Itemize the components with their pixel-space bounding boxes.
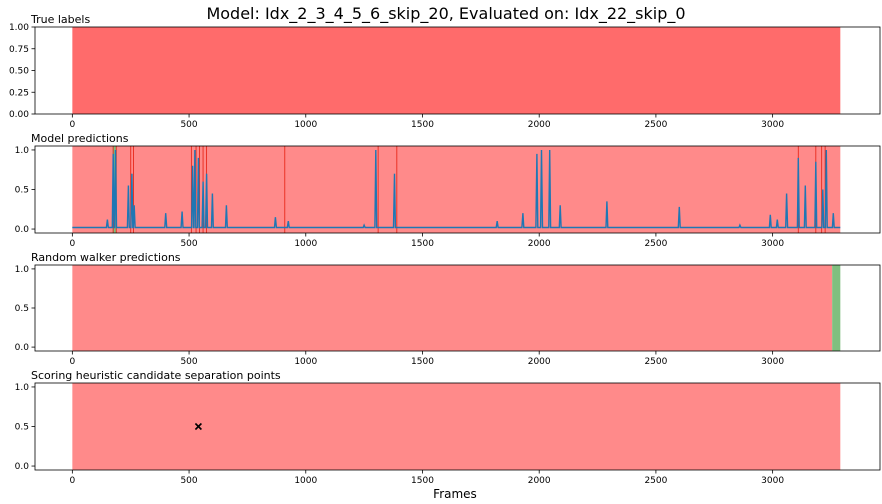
region-green — [832, 265, 841, 351]
x-tick-label: 1500 — [411, 120, 434, 130]
y-tick-label: 1.0 — [15, 383, 30, 393]
x-tick-label: 3000 — [761, 476, 784, 486]
y-tick-label: 0.00 — [9, 110, 29, 120]
x-tick-label: 1000 — [294, 357, 317, 367]
y-tick-label: 0.5 — [15, 186, 29, 196]
panel-4: Scoring heuristic candidate separation p… — [15, 369, 881, 486]
figure-title: Model: Idx_2_3_4_5_6_skip_20, Evaluated … — [206, 4, 685, 24]
x-tick-label: 1500 — [411, 476, 434, 486]
x-tick-label: 2000 — [528, 120, 551, 130]
y-tick-label: 0.5 — [15, 423, 29, 433]
y-tick-label: 1.00 — [9, 23, 29, 33]
x-tick-label: 2000 — [528, 239, 551, 249]
region-red — [72, 383, 841, 470]
panel-2: Model predictions 0 500 1000 1500 2000 2500 300… — [15, 132, 881, 249]
panel-1: True labels 0 500 1000 1500 2000 2500 3000 0.00 0… — [9, 13, 881, 130]
candidate-point — [194, 422, 202, 431]
x-tick-label: 2500 — [644, 239, 667, 249]
y-tick-label: 1.0 — [15, 265, 30, 275]
x-axis-label: Frames — [433, 487, 477, 501]
x-tick-label: 1000 — [294, 476, 317, 486]
region-red — [72, 146, 841, 233]
y-tick-label: 0.75 — [9, 45, 29, 55]
panel-title: Scoring heuristic candidate separation p… — [31, 369, 281, 382]
x-tick-label: 1500 — [411, 357, 434, 367]
x-tick-label: 1000 — [294, 120, 317, 130]
region-red — [72, 27, 841, 114]
point-stroke — [194, 422, 202, 431]
panel-title: True labels — [30, 13, 90, 26]
panel-3: Random walker predictions 0 500 1000 1500 200… — [15, 251, 881, 367]
y-tick-label: 0.0 — [15, 225, 30, 235]
y-tick-label: 0.50 — [9, 67, 29, 77]
y-tick-label: 0.25 — [9, 88, 29, 98]
x-tick-label: 3000 — [761, 239, 784, 249]
x-tick-label: 500 — [180, 120, 197, 130]
x-tick-label: 2000 — [528, 357, 551, 367]
y-tick-label: 0.0 — [15, 462, 30, 472]
x-tick-label: 1000 — [294, 239, 317, 249]
x-tick-label: 1500 — [411, 239, 434, 249]
region-red — [72, 265, 833, 351]
x-tick-label: 500 — [180, 476, 197, 486]
panel-title: Model predictions — [31, 132, 129, 145]
x-tick-label: 0 — [69, 239, 75, 249]
x-tick-label: 0 — [69, 357, 75, 367]
prediction-line — [72, 149, 841, 229]
y-tick-label: 0.0 — [15, 343, 30, 353]
x-tick-label: 0 — [69, 120, 75, 130]
x-tick-label: 2500 — [644, 476, 667, 486]
x-tick-label: 3000 — [761, 120, 784, 130]
x-tick-label: 2500 — [644, 357, 667, 367]
x-tick-label: 500 — [180, 239, 197, 249]
x-tick-label: 2000 — [528, 476, 551, 486]
x-tick-label: 500 — [180, 357, 197, 367]
y-tick-label: 1.0 — [15, 146, 30, 156]
x-tick-label: 0 — [69, 476, 75, 486]
y-tick-label: 0.5 — [15, 304, 29, 314]
x-tick-label: 2500 — [644, 120, 667, 130]
x-tick-label: 3000 — [761, 357, 784, 367]
panel-title: Random walker predictions — [31, 251, 181, 264]
